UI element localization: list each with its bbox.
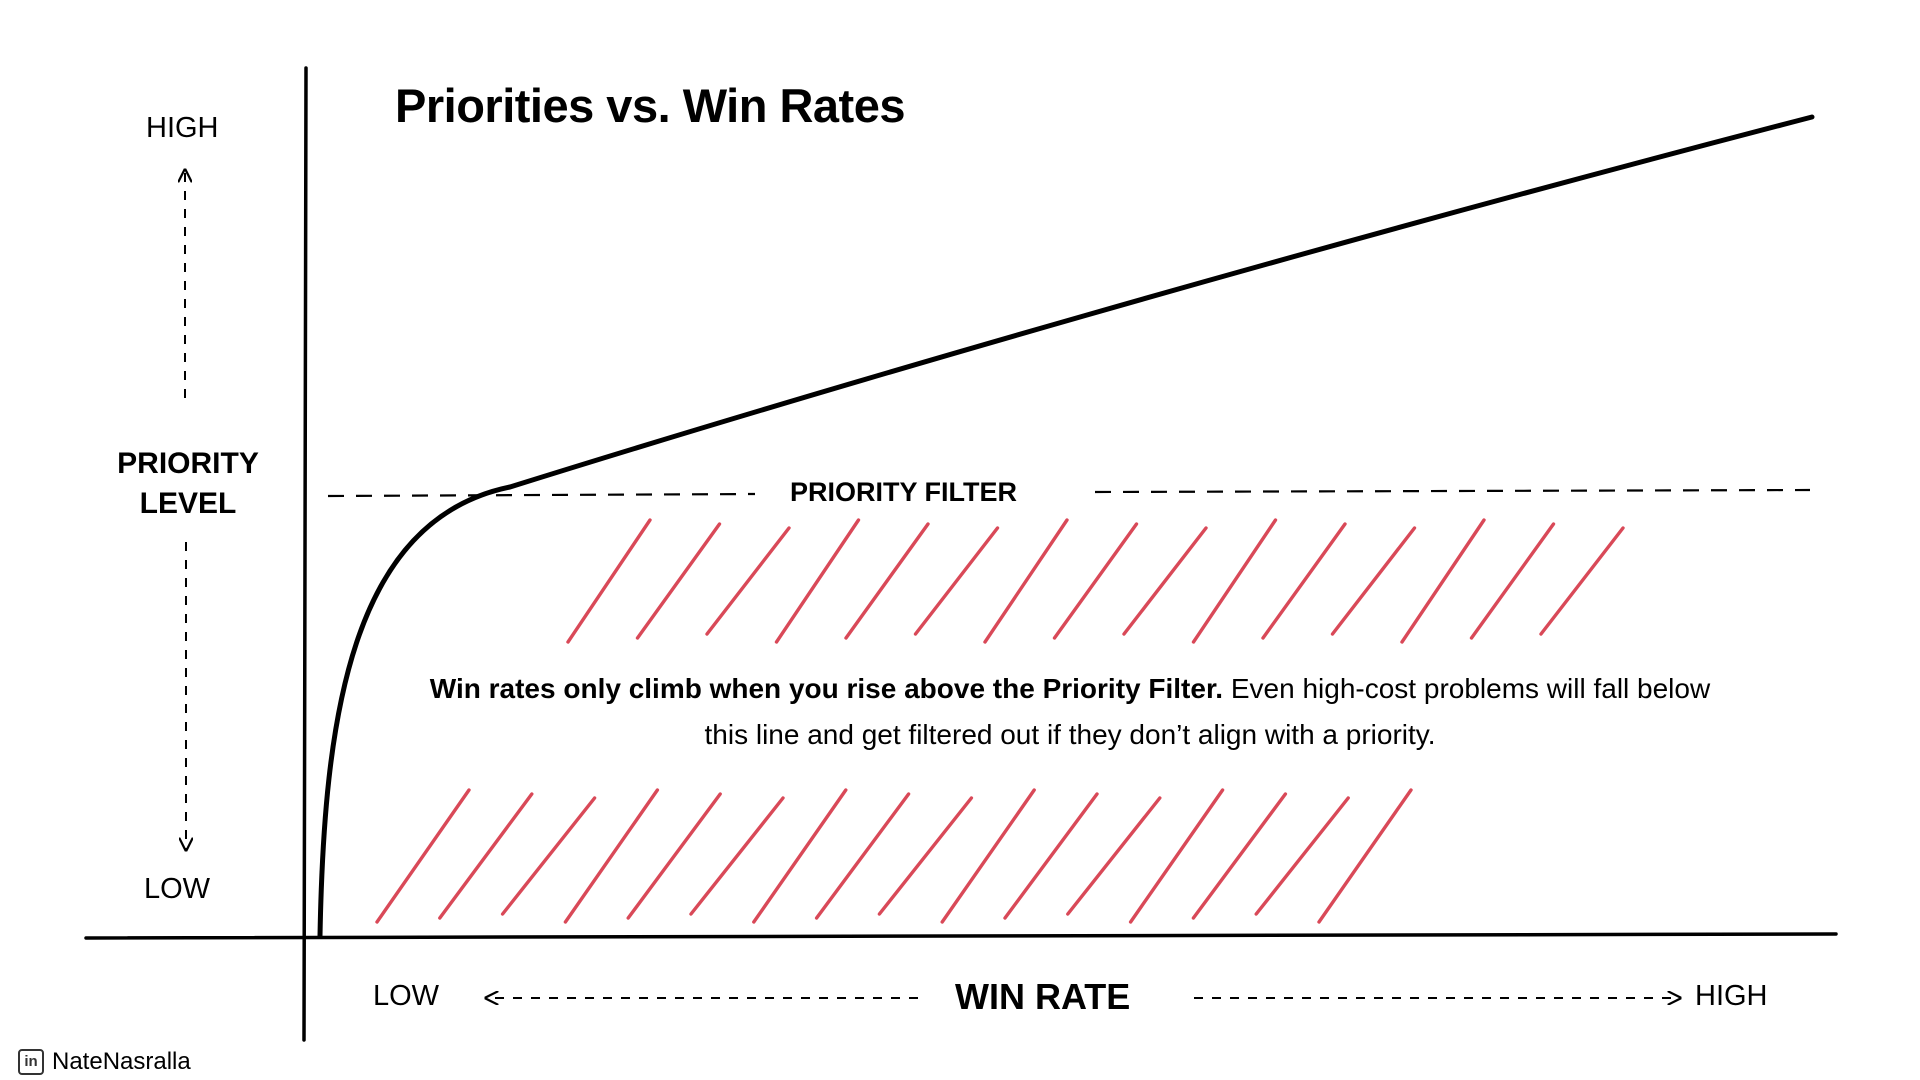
hatch-lower-stroke xyxy=(375,788,471,924)
hatch-upper-stroke xyxy=(1191,518,1278,644)
hatch-lower-stroke xyxy=(563,788,660,924)
x-axis-high-label: HIGH xyxy=(1695,980,1768,1012)
hatch-upper-stroke xyxy=(774,518,861,644)
hatch-upper-stroke xyxy=(1052,522,1139,640)
hatch-upper-stroke xyxy=(705,526,791,636)
hatch-upper-stroke xyxy=(1330,526,1417,636)
hatch-lower-stroke xyxy=(500,796,597,916)
hatch-upper-stroke xyxy=(1539,526,1625,636)
author-name: NateNasralla xyxy=(52,1048,191,1075)
footer-credit: in NateNasralla xyxy=(18,1048,191,1076)
callout-bold: Win rates only climb when you rise above… xyxy=(429,673,1224,704)
linkedin-icon: in xyxy=(18,1049,44,1075)
hatch-upper-stroke xyxy=(1261,522,1347,640)
hatch-lower-stroke xyxy=(1191,792,1288,920)
priority-filter-line-right xyxy=(1094,488,1811,494)
priority-filter-label: PRIORITY FILTER xyxy=(790,477,1018,507)
y-axis-title: PRIORITY LEVEL xyxy=(90,444,286,524)
hatch-lower-stroke xyxy=(1128,788,1225,924)
hatch-lower-band xyxy=(375,788,1413,924)
hatch-upper-stroke xyxy=(1400,518,1486,644)
hatch-lower-stroke xyxy=(1254,796,1350,916)
hatch-lower-stroke xyxy=(689,796,785,916)
hatch-upper-stroke xyxy=(1122,526,1208,636)
y-axis-line xyxy=(302,66,308,1042)
y-axis-high-label: HIGH xyxy=(146,112,219,144)
hatch-upper-stroke xyxy=(983,518,1069,644)
hatch-lower-stroke xyxy=(940,788,1036,924)
hatch-upper-stroke xyxy=(635,522,722,640)
x-axis-low-label: LOW xyxy=(373,980,440,1012)
hatch-upper-stroke xyxy=(566,518,652,644)
hatch-lower-stroke xyxy=(438,792,534,920)
hatch-lower-stroke xyxy=(877,796,974,916)
hatch-lower-stroke xyxy=(1066,796,1162,916)
win-rate-curve xyxy=(317,114,1815,939)
hatch-lower-stroke xyxy=(626,792,722,920)
hatch-lower-stroke xyxy=(1317,788,1413,924)
hatch-upper-stroke xyxy=(1469,522,1556,640)
priority-filter-line-left xyxy=(327,492,756,498)
x-axis-title: WIN RATE xyxy=(955,976,1131,1017)
diagram-title: Priorities vs. Win Rates xyxy=(395,79,905,132)
hatch-lower-stroke xyxy=(1003,792,1099,920)
y-axis-low-label: LOW xyxy=(144,873,211,905)
y-axis-title-line1: PRIORITY xyxy=(117,447,259,480)
hatch-upper-band xyxy=(566,518,1625,644)
callout-text: Win rates only climb when you rise above… xyxy=(420,666,1720,758)
hatch-lower-stroke xyxy=(752,788,848,924)
hatch-lower-stroke xyxy=(814,792,911,920)
y-axis-title-line2: LEVEL xyxy=(139,487,237,520)
callout-regular: Even high-cost problems will fall below … xyxy=(704,673,1711,750)
x-axis-line xyxy=(84,932,1838,940)
hatch-upper-stroke xyxy=(913,526,1000,636)
hatch-upper-stroke xyxy=(844,522,930,640)
